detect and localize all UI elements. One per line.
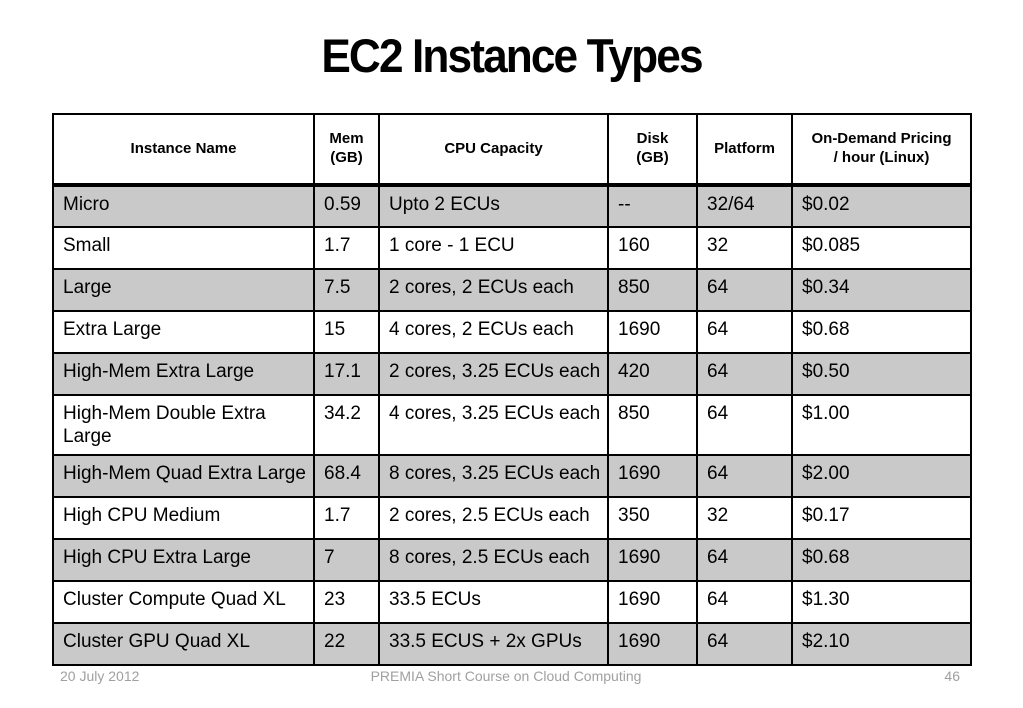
- table-cell: $0.085: [791, 226, 972, 270]
- table-row: High-Mem Extra Large 17.1 2 cores, 3.25 EC…: [52, 352, 972, 396]
- table-cell: 32: [696, 496, 793, 540]
- table-cell: 2 cores, 2.5 ECUs each: [378, 496, 609, 540]
- column-header-cpu-capacity: CPU Capacity: [378, 113, 609, 187]
- table-cell: High CPU Extra Large: [52, 538, 315, 582]
- table-cell: Small: [52, 226, 315, 270]
- table-cell: 64: [696, 268, 793, 312]
- table-cell: 32/64: [696, 184, 793, 228]
- table-cell: $0.68: [791, 538, 972, 582]
- table-row: Small 1.7 1 core - 1 ECU 160 32 $0.085: [52, 226, 972, 270]
- column-header-platform: Platform: [696, 113, 793, 187]
- table-cell: 64: [696, 352, 793, 396]
- table-cell: 64: [696, 622, 793, 666]
- page-title: EC2 Instance Types: [321, 29, 703, 82]
- table-cell: $0.50: [791, 352, 972, 396]
- table-cell: $2.00: [791, 454, 972, 498]
- table-row: Cluster Compute Quad XL 23 33.5 ECUs 1690 64…: [52, 580, 972, 624]
- table-cell: 1.7: [313, 226, 380, 270]
- footer-date: 20 July 2012: [60, 668, 140, 684]
- table-cell: Upto 2 ECUs: [378, 184, 609, 228]
- table-cell: 64: [696, 454, 793, 498]
- table-cell: 64: [696, 538, 793, 582]
- instance-types-table: Instance Name Mem (GB) CPU Capacity Disk…: [52, 113, 972, 666]
- table-cell: 160: [607, 226, 698, 270]
- table-cell: 17.1: [313, 352, 380, 396]
- table-cell: 350: [607, 496, 698, 540]
- column-header-instance-name: Instance Name: [52, 113, 315, 187]
- table-cell: 34.2: [313, 394, 380, 456]
- table-cell: 32: [696, 226, 793, 270]
- table-cell: 33.5 ECUS + 2x GPUs: [378, 622, 609, 666]
- footer-course-title: PREMIA Short Course on Cloud Computing: [370, 668, 642, 684]
- table-cell: $0.17: [791, 496, 972, 540]
- table-cell: 1 core - 1 ECU: [378, 226, 609, 270]
- table-cell: Large: [52, 268, 315, 312]
- table-cell: 33.5 ECUs: [378, 580, 609, 624]
- table-row: High CPU Extra Large 7 8 cores, 2.5 ECUs e…: [52, 538, 972, 582]
- table-cell: 1690: [607, 454, 698, 498]
- footer: 20 July 2012 PREMIA Short Course on Clou…: [52, 668, 960, 688]
- table-row: Cluster GPU Quad XL 22 33.5 ECUS + 2x GPUs…: [52, 622, 972, 666]
- table-cell: 22: [313, 622, 380, 666]
- table-cell: 420: [607, 352, 698, 396]
- table-cell: $1.30: [791, 580, 972, 624]
- table-cell: 7.5: [313, 268, 380, 312]
- table-row: High-Mem Quad Extra Large 68.4 8 cores, 3.…: [52, 454, 972, 498]
- table-cell: High-Mem Extra Large: [52, 352, 315, 396]
- table-cell: 1690: [607, 622, 698, 666]
- table-cell: 0.59: [313, 184, 380, 228]
- table-cell: 1690: [607, 310, 698, 354]
- table-cell: --: [607, 184, 698, 228]
- table-row: Micro 0.59 Upto 2 ECUs -- 32/64 $0.02: [52, 184, 972, 228]
- table-row: High-Mem Double Extra Large 34.2 4 cores, …: [52, 394, 972, 456]
- table-row: Large 7.5 2 cores, 2 ECUs each 850 64 $0.34: [52, 268, 972, 312]
- table-cell: 1690: [607, 580, 698, 624]
- table-cell: Cluster Compute Quad XL: [52, 580, 315, 624]
- table-row: High CPU Medium 1.7 2 cores, 2.5 ECUs each…: [52, 496, 972, 540]
- table-cell: 4 cores, 2 ECUs each: [378, 310, 609, 354]
- column-header-disk-gb: Disk (GB): [607, 113, 698, 187]
- table-header-row: Instance Name Mem (GB) CPU Capacity Disk…: [52, 113, 972, 187]
- table-cell: $0.68: [791, 310, 972, 354]
- table-body: Micro 0.59 Upto 2 ECUs -- 32/64 $0.02 Small 1.7…: [52, 184, 972, 666]
- table-cell: 1690: [607, 538, 698, 582]
- table-cell: 4 cores, 3.25 ECUs each: [378, 394, 609, 456]
- table-cell: 23: [313, 580, 380, 624]
- table-cell: Micro: [52, 184, 315, 228]
- table-cell: 2 cores, 2 ECUs each: [378, 268, 609, 312]
- table-cell: 68.4: [313, 454, 380, 498]
- table-row: Extra Large 15 4 cores, 2 ECUs each 1690 64 $…: [52, 310, 972, 354]
- table-cell: $1.00: [791, 394, 972, 456]
- table-cell: 64: [696, 394, 793, 456]
- table-cell: $0.34: [791, 268, 972, 312]
- table-cell: 2 cores, 3.25 ECUs each: [378, 352, 609, 396]
- column-header-mem-gb: Mem (GB): [313, 113, 380, 187]
- table-cell: Extra Large: [52, 310, 315, 354]
- table-cell: 1.7: [313, 496, 380, 540]
- table-cell: High CPU Medium: [52, 496, 315, 540]
- table-cell: 8 cores, 3.25 ECUs each: [378, 454, 609, 498]
- table-cell: 7: [313, 538, 380, 582]
- table-cell: 8 cores, 2.5 ECUs each: [378, 538, 609, 582]
- table-cell: $0.02: [791, 184, 972, 228]
- column-header-pricing: On-Demand Pricing / hour (Linux): [791, 113, 972, 187]
- footer-page-number: 46: [944, 668, 960, 684]
- table-cell: 850: [607, 268, 698, 312]
- table-cell: 15: [313, 310, 380, 354]
- table-cell: Cluster GPU Quad XL: [52, 622, 315, 666]
- table-cell: High-Mem Double Extra Large: [52, 394, 315, 456]
- table-cell: 64: [696, 310, 793, 354]
- table-cell: $2.10: [791, 622, 972, 666]
- table-cell: 64: [696, 580, 793, 624]
- table-cell: 850: [607, 394, 698, 456]
- table-cell: High-Mem Quad Extra Large: [52, 454, 315, 498]
